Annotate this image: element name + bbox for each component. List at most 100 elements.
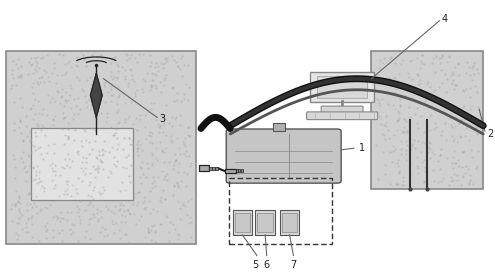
Point	[27, 136, 35, 141]
Point	[135, 190, 143, 194]
Point	[148, 78, 155, 82]
Point	[447, 175, 455, 179]
Point	[53, 89, 61, 93]
Point	[15, 75, 23, 80]
Point	[91, 139, 99, 144]
Polygon shape	[91, 73, 102, 117]
Point	[135, 52, 143, 56]
Point	[127, 97, 135, 102]
Point	[447, 72, 455, 77]
Point	[73, 64, 81, 69]
Point	[64, 121, 72, 125]
Point	[57, 215, 65, 220]
Point	[378, 132, 386, 136]
Point	[148, 207, 156, 211]
Point	[103, 115, 111, 119]
Point	[18, 226, 26, 231]
Point	[177, 56, 185, 60]
Point	[388, 160, 396, 165]
Point	[399, 94, 407, 98]
Point	[50, 118, 57, 122]
Point	[394, 157, 402, 162]
Point	[19, 160, 27, 165]
Point	[172, 115, 180, 119]
Point	[430, 151, 438, 156]
Bar	[233, 210, 252, 235]
Point	[176, 122, 184, 127]
Point	[89, 188, 97, 192]
Point	[28, 142, 36, 147]
Point	[162, 133, 170, 137]
Point	[62, 70, 70, 74]
Point	[139, 76, 147, 81]
Point	[133, 88, 141, 93]
Point	[148, 161, 156, 166]
Point	[44, 227, 51, 231]
Point	[396, 104, 404, 108]
Point	[145, 133, 153, 137]
Point	[14, 216, 22, 220]
Point	[377, 116, 385, 121]
Point	[142, 113, 149, 117]
Point	[148, 163, 156, 167]
Point	[418, 53, 426, 57]
Point	[17, 156, 25, 160]
Point	[106, 168, 114, 173]
Point	[103, 110, 111, 115]
Point	[96, 230, 104, 234]
Point	[148, 153, 156, 158]
Point	[32, 173, 40, 177]
Point	[125, 135, 133, 140]
Point	[395, 181, 402, 186]
Point	[155, 130, 163, 134]
Point	[29, 165, 37, 169]
Point	[10, 203, 18, 208]
Point	[51, 169, 59, 173]
Point	[466, 73, 474, 77]
Point	[95, 99, 103, 103]
Point	[473, 132, 481, 137]
Point	[42, 70, 50, 74]
Point	[13, 221, 21, 225]
Point	[109, 133, 117, 137]
FancyBboxPatch shape	[310, 72, 374, 102]
Point	[423, 181, 431, 185]
Point	[8, 68, 16, 73]
Point	[396, 61, 404, 66]
Point	[128, 141, 136, 146]
Point	[98, 111, 105, 115]
Point	[67, 65, 75, 69]
Point	[27, 194, 35, 199]
Point	[158, 112, 166, 116]
Point	[56, 172, 64, 177]
Point	[97, 53, 104, 57]
Point	[457, 117, 465, 122]
Point	[11, 203, 19, 207]
Point	[153, 175, 161, 179]
Point	[451, 160, 459, 165]
Point	[450, 149, 458, 154]
Point	[85, 140, 93, 145]
Point	[120, 136, 128, 140]
Point	[448, 80, 456, 85]
Point	[113, 101, 121, 106]
Point	[10, 157, 18, 161]
Point	[45, 93, 52, 97]
Point	[19, 150, 27, 154]
Point	[166, 219, 174, 224]
Point	[77, 139, 85, 143]
Point	[121, 120, 129, 124]
Point	[40, 68, 48, 73]
Point	[147, 134, 155, 138]
Point	[165, 160, 173, 164]
Point	[397, 146, 405, 151]
Point	[86, 180, 94, 184]
Point	[421, 169, 429, 173]
Point	[474, 71, 482, 75]
Point	[450, 136, 458, 141]
Point	[75, 206, 83, 211]
Point	[139, 200, 147, 205]
Point	[22, 230, 30, 234]
Point	[116, 189, 124, 194]
Point	[389, 103, 396, 107]
